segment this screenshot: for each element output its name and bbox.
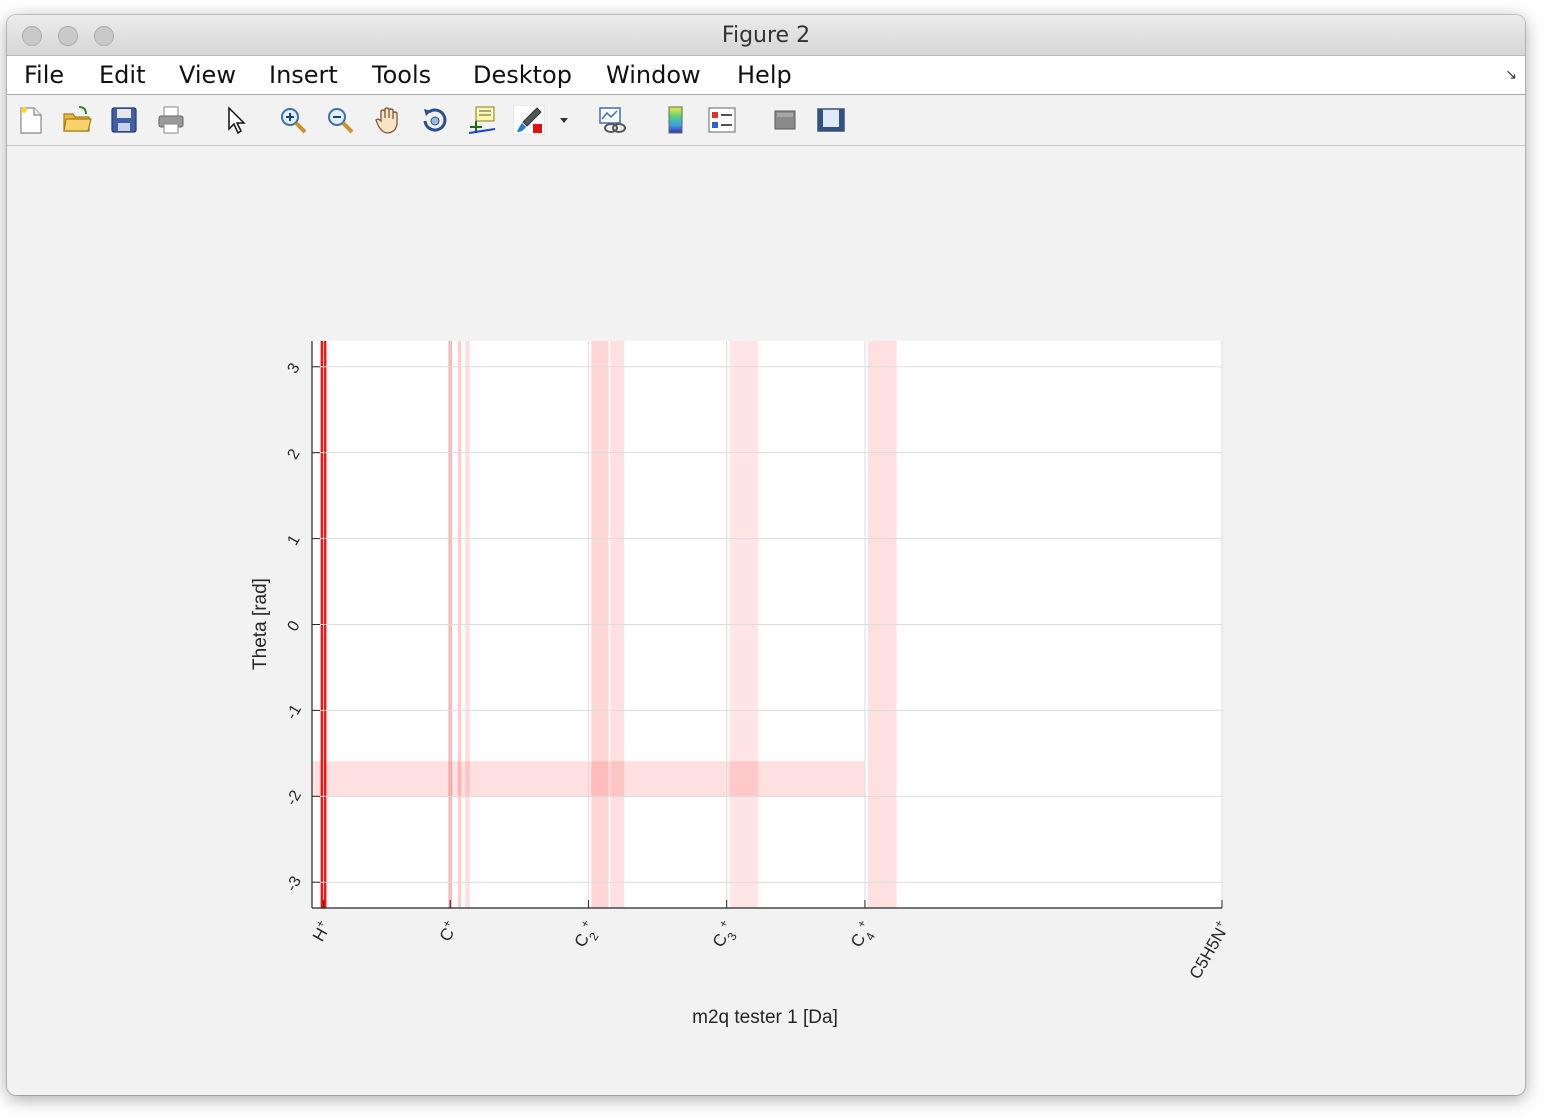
window-title: Figure 2 xyxy=(721,23,811,48)
dock-arrow-icon[interactable]: ↘ xyxy=(1505,66,1517,82)
x-tick-label: C+ xyxy=(433,917,462,945)
menu-edit[interactable]: Edit xyxy=(99,61,146,89)
title-bar[interactable]: Figure 2 xyxy=(7,15,1525,56)
menu-help[interactable]: Help xyxy=(737,61,792,89)
open-file-icon[interactable] xyxy=(62,105,92,135)
brush-dropdown-icon[interactable] xyxy=(557,105,571,135)
y-axis-label: Theta [rad] xyxy=(250,578,271,670)
new-figure-icon[interactable] xyxy=(16,105,46,135)
x-axis-label: m2q tester 1 [Da] xyxy=(692,1007,838,1028)
menu-view[interactable]: View xyxy=(179,61,236,89)
zoom-in-icon[interactable] xyxy=(278,105,308,135)
x-tick-label: C3+ xyxy=(706,917,743,954)
y-tick-label: 3 xyxy=(285,360,304,376)
x-tick-label: C5H5N+ xyxy=(1183,917,1233,982)
menu-window[interactable]: Window xyxy=(606,61,701,89)
y-tick-label: 2 xyxy=(285,446,304,462)
close-window-button[interactable] xyxy=(22,26,42,46)
y-tick-label: 1 xyxy=(285,532,304,548)
x-tick-label: H+ xyxy=(306,917,335,945)
menu-desktop[interactable]: Desktop xyxy=(473,61,572,89)
menu-file[interactable]: File xyxy=(24,61,65,89)
figure-canvas: -3 -2 -1 0 1 2 3 H+ C+ C2+ C3+ C4+ C5H5N+ m2q tester… xyxy=(7,146,1525,1095)
y-tick-label: 0 xyxy=(285,618,304,634)
pan-hand-icon[interactable] xyxy=(373,105,403,135)
zoom-window-button[interactable] xyxy=(94,26,114,46)
figure-window: Figure 2 File Edit View Insert Tools Des… xyxy=(7,15,1525,1095)
link-plot-icon[interactable] xyxy=(597,105,627,135)
menu-bar: File Edit View Insert Tools Desktop Wind… xyxy=(7,56,1525,95)
edit-plot-arrow-icon[interactable] xyxy=(220,105,250,135)
menu-insert[interactable]: Insert xyxy=(269,61,338,89)
hide-plot-tools-icon[interactable] xyxy=(770,105,800,135)
y-tick-label: -1 xyxy=(283,702,305,723)
figure-toolbar xyxy=(7,95,1525,146)
heatmap-chart[interactable]: -3 -2 -1 0 1 2 3 H+ C+ C2+ C3+ C4+ C5H5N+ m2q tester… xyxy=(7,146,1525,1095)
x-tick-label: C2+ xyxy=(568,917,605,954)
menu-tools[interactable]: Tools xyxy=(372,61,432,89)
y-tick-label: -2 xyxy=(283,788,305,809)
x-tick-label: C4+ xyxy=(844,917,881,954)
show-plot-tools-icon[interactable] xyxy=(816,105,846,135)
print-icon[interactable] xyxy=(156,105,186,135)
save-icon[interactable] xyxy=(109,105,139,135)
legend-icon[interactable] xyxy=(707,105,737,135)
colorbar-icon[interactable] xyxy=(661,105,691,135)
brush-icon[interactable] xyxy=(513,105,545,135)
zoom-out-icon[interactable] xyxy=(325,105,355,135)
minimize-window-button[interactable] xyxy=(58,26,78,46)
y-tick-label: -3 xyxy=(283,873,305,894)
data-cursor-icon[interactable] xyxy=(467,105,497,135)
rotate-3d-icon[interactable] xyxy=(420,105,450,135)
